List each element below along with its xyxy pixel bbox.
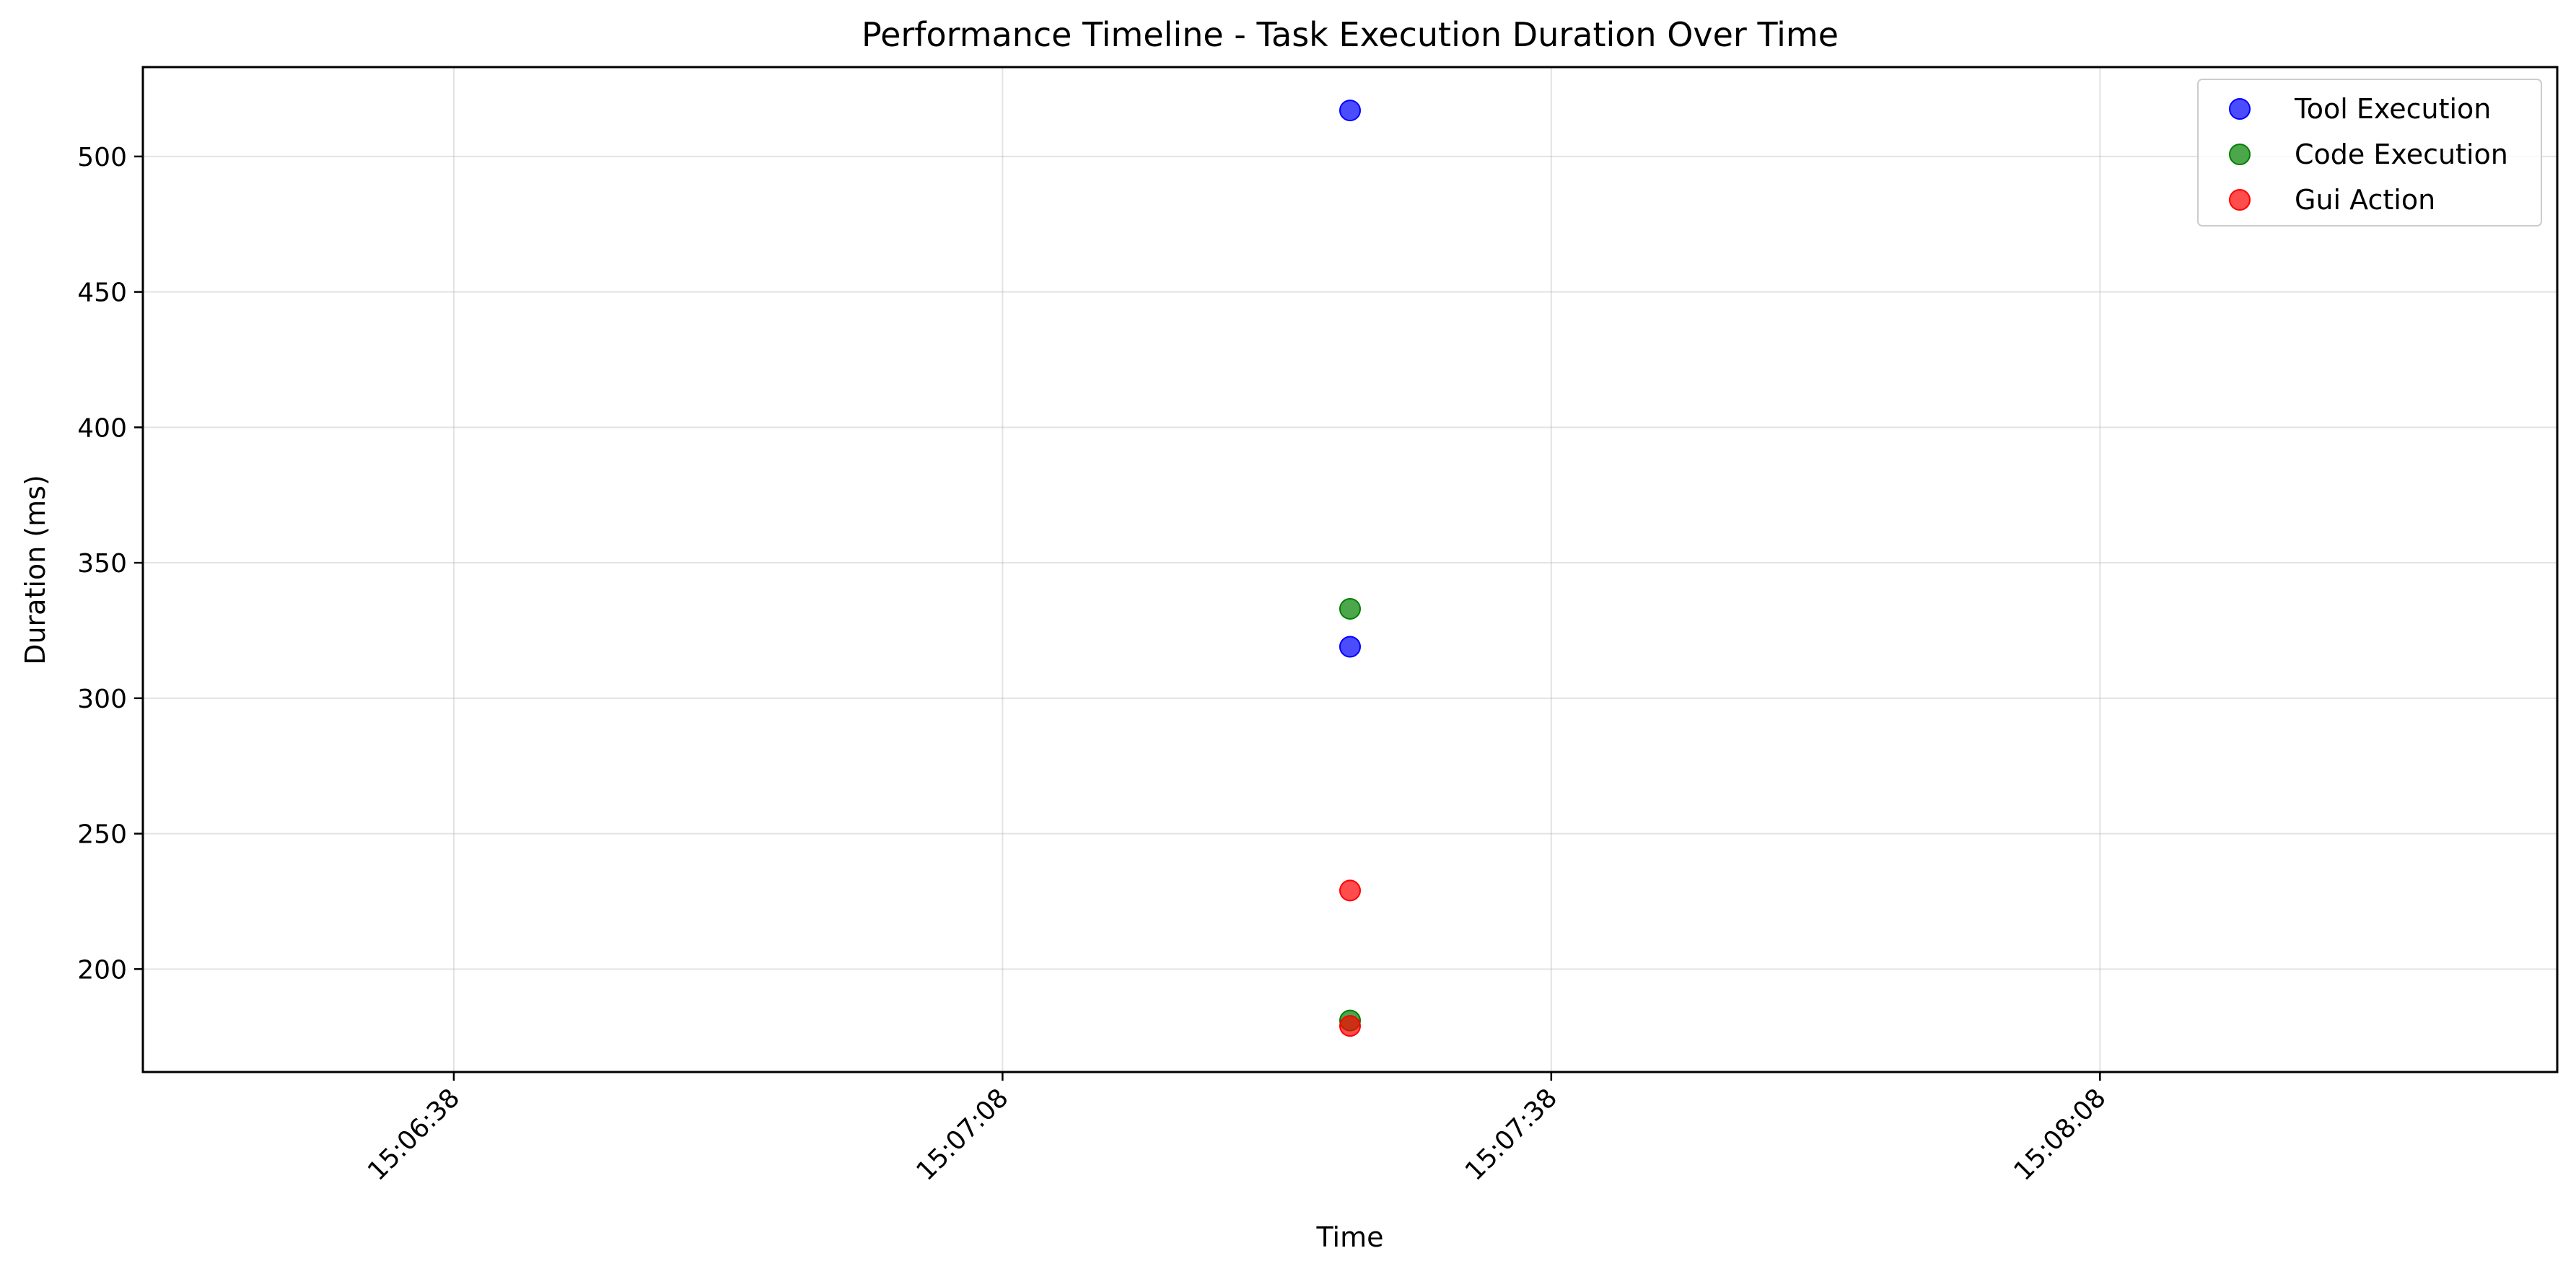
data-point xyxy=(1339,100,1361,122)
legend-label: Gui Action xyxy=(2295,184,2435,216)
y-tick-label: 450 xyxy=(77,278,127,308)
legend-label: Code Execution xyxy=(2295,139,2508,170)
y-tick-label: 500 xyxy=(77,143,127,172)
y-axis-label: Duration (ms) xyxy=(19,475,51,665)
legend-marker xyxy=(2229,144,2251,165)
y-tick-label: 300 xyxy=(77,685,127,714)
legend-marker xyxy=(2229,98,2251,120)
chart-title: Performance Timeline - Task Execution Du… xyxy=(862,15,1839,54)
data-point xyxy=(1339,1015,1361,1037)
legend-label: Tool Execution xyxy=(2294,93,2491,125)
points-layer xyxy=(1339,100,1361,1037)
legend-box xyxy=(2197,79,2542,227)
plot-frame xyxy=(141,66,2559,1073)
y-tick-label: 200 xyxy=(77,955,127,985)
legend: Tool Execution Code Execution Gui Action xyxy=(2197,79,2542,227)
data-point xyxy=(1339,597,1361,620)
x-axis-label: Time xyxy=(1316,1221,1384,1253)
grid-layer xyxy=(143,67,2557,1072)
y-tick-label: 400 xyxy=(77,413,127,443)
y-tick-label: 250 xyxy=(77,820,127,850)
legend-marker xyxy=(2229,189,2251,211)
y-tick-label: 350 xyxy=(77,549,127,579)
data-point xyxy=(1339,879,1361,902)
data-point xyxy=(1339,636,1361,658)
